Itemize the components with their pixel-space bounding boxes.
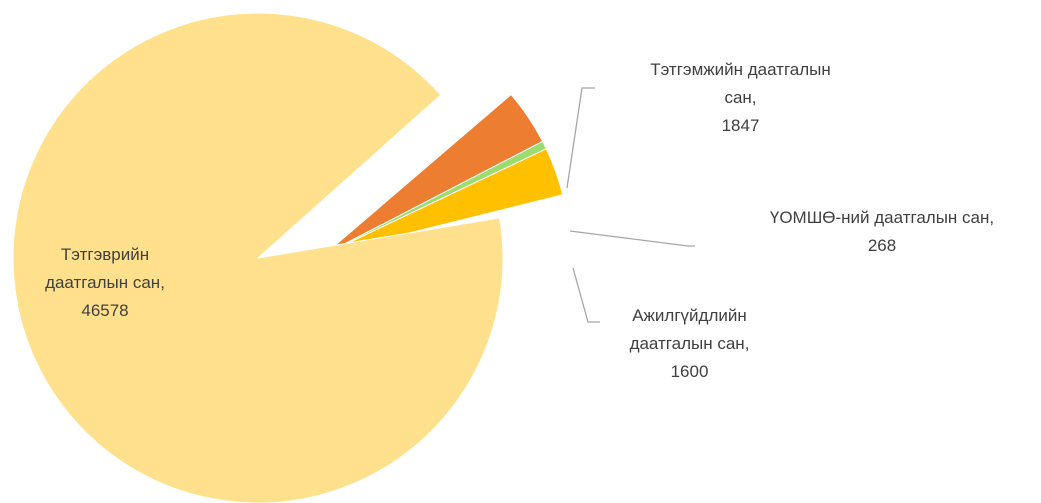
pie-slice (12, 12, 504, 503)
label-value: 1847 (721, 116, 760, 135)
label-value: 46578 (81, 301, 129, 320)
label-name: ҮОМШӨ-ний даатгалын сан (769, 208, 990, 227)
data-label: Тэтгэмжийн даатгалын сан, 1847 (648, 56, 833, 140)
label-name: Ажилгүйдлийн даатгалын сан (629, 306, 747, 353)
pie-slice (324, 93, 544, 255)
leader-line (566, 87, 595, 189)
label-separator: , (989, 208, 995, 227)
data-label: Тэтгэврийн даатгалын сан, 46578 (30, 241, 180, 325)
leader-line (572, 267, 600, 323)
data-label: Ажилгүйдлийн даатгалын сан, 1600 (612, 302, 767, 386)
label-name: Тэтгэмжийн даатгалын сан (650, 60, 831, 107)
label-separator: , (160, 273, 165, 292)
leader-line (569, 230, 695, 247)
data-label: ҮОМШӨ-ний даатгалын сан, 268 (757, 204, 1007, 260)
label-name: Тэтгэврийн даатгалын сан (45, 245, 161, 292)
label-separator: , (751, 88, 757, 107)
label-value: 1600 (670, 362, 709, 381)
label-value: 268 (867, 236, 897, 255)
label-separator: , (744, 334, 750, 353)
